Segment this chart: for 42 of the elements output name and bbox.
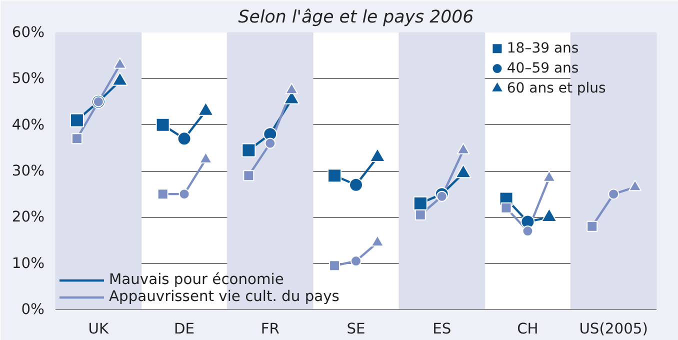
point xyxy=(71,133,82,144)
point xyxy=(264,138,276,149)
point xyxy=(608,188,620,200)
point xyxy=(113,57,126,69)
y-tick-label: 50% xyxy=(12,70,45,88)
point xyxy=(285,82,298,94)
y-tick-label: 0% xyxy=(21,301,45,318)
x-tick-label: US(2005) xyxy=(579,320,648,338)
x-tick-label: FR xyxy=(260,320,280,338)
y-tick-label: 60% xyxy=(12,24,45,41)
y-tick-label: 20% xyxy=(12,208,45,226)
point xyxy=(70,113,84,128)
point xyxy=(413,196,428,210)
x-tick-label: DE xyxy=(174,320,195,338)
point xyxy=(329,260,340,272)
x-tick-label: ES xyxy=(432,320,452,338)
legend-label: 18–39 ans xyxy=(506,40,579,57)
point xyxy=(500,202,512,214)
point xyxy=(350,256,362,267)
point xyxy=(586,220,598,232)
point xyxy=(242,143,256,158)
point xyxy=(414,209,426,220)
y-tick-label: 30% xyxy=(12,162,45,180)
x-tick-label: UK xyxy=(88,320,109,338)
point xyxy=(178,188,190,200)
y-tick-label: 40% xyxy=(12,116,45,134)
chart-title: Selon l'âge et le pays 2006 xyxy=(238,8,474,28)
legend-label: Mauvais pour économie xyxy=(109,271,284,288)
point xyxy=(156,118,170,132)
point xyxy=(328,168,342,183)
point xyxy=(157,188,168,200)
legend-label: Appauvrissent vie cult. du pays xyxy=(109,288,340,305)
legend-label: 60 ans et plus xyxy=(506,80,606,96)
x-tick-label: CH xyxy=(517,320,538,338)
y-tick-label: 10% xyxy=(12,254,45,272)
point xyxy=(243,170,254,182)
point xyxy=(177,132,192,146)
point xyxy=(436,190,448,202)
point xyxy=(522,226,534,237)
point xyxy=(349,178,363,192)
x-tick-label: SE xyxy=(346,320,366,338)
legend-label: 40–59 ans xyxy=(506,60,579,77)
